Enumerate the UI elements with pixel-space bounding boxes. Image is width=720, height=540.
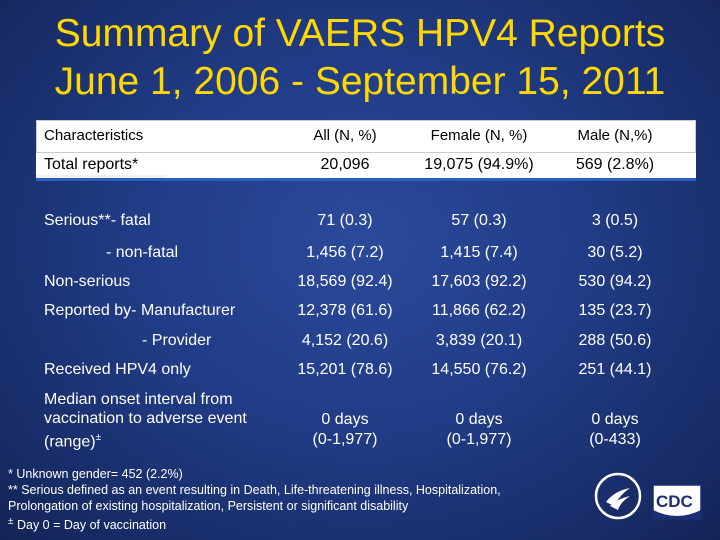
median-onset-all-range: (0-1,977) (312, 431, 378, 448)
row-median-onset-label: Median onset interval from vaccination t… (44, 390, 247, 451)
row-hpv4-only-label: Received HPV4 only (44, 361, 191, 378)
row-serious-fatal-male: 3 (0.5) (591, 212, 639, 229)
footnote-day-zero-mark: ± (8, 516, 14, 527)
row-total-label: Total reports* (44, 156, 139, 173)
footnote-unknown-gender: * Unknown gender= 452 (2.2%) (8, 467, 183, 481)
median-onset-male-days: 0 days (591, 411, 639, 428)
row-total-female: 19,075 (94.9%) (424, 156, 534, 173)
footnote-day-zero: ± Day 0 = Day of vaccination (8, 514, 578, 533)
median-onset-footnote-mark: ± (95, 432, 102, 443)
row-manufacturer-male: 135 (23.7) (578, 302, 652, 319)
row-non-serious-label: Non-serious (44, 273, 131, 290)
row-provider-male: 288 (50.6) (578, 332, 652, 349)
row-manufacturer-label: Reported by- Manufacturer (44, 302, 236, 319)
row-manufacturer-female: 11,866 (62.2) (432, 302, 526, 319)
median-onset-female-days: 0 days (455, 411, 503, 428)
row-hpv4-only-male: 251 (44.1) (578, 361, 652, 378)
row-manufacturer-all: 12,378 (61.6) (297, 302, 393, 319)
cdc-logo-text: CDC (656, 492, 693, 511)
header-characteristics: Characteristics (44, 127, 144, 144)
footnote-day-zero-text: Day 0 = Day of vaccination (16, 518, 167, 533)
row-provider-label: - Provider (142, 332, 212, 349)
median-onset-female-range: (0-1,977) (446, 431, 512, 448)
row-provider-all: 4,152 (20.6) (301, 332, 389, 349)
median-onset-label-line-2: vaccination to adverse event (44, 410, 247, 427)
row-serious-fatal-label: Serious**- fatal (44, 212, 151, 229)
cdc-logo-icon: CDC (652, 484, 702, 524)
header-all: All (N, %) (313, 127, 377, 144)
footnotes: * Unknown gender= 452 (2.2%) ** Serious … (8, 466, 578, 533)
row-total-male: 569 (2.8%) (575, 156, 655, 173)
row-serious-nonfatal-female: 1,415 (7.4) (440, 244, 518, 261)
summary-table: Characteristics All (N, %) Female (N, %)… (36, 116, 696, 456)
row-non-serious-all: 18,569 (92.4) (297, 273, 393, 290)
total-row-shadow (36, 175, 166, 178)
row-serious-nonfatal-male: 30 (5.2) (587, 244, 643, 261)
header-row-background (36, 120, 696, 153)
row-serious-fatal-all: 71 (0.3) (317, 212, 373, 229)
header-female: Female (N, %) (430, 127, 528, 144)
header-male: Male (N,%) (577, 127, 653, 144)
row-non-serious-female: 17,603 (92.2) (431, 273, 527, 290)
row-total-all: 20,096 (320, 156, 370, 173)
title-line-2: June 1, 2006 - September 15, 2011 (54, 60, 666, 103)
hhs-logo-icon (594, 472, 642, 520)
row-median-onset-all: 0 days (0-1,977) (280, 410, 410, 450)
row-median-onset-female: 0 days (0-1,977) (414, 410, 544, 450)
title-line-1: Summary of VAERS HPV4 Reports (54, 12, 666, 55)
row-median-onset-male: 0 days (0-433) (548, 410, 682, 450)
median-onset-label-line-3: (range)± (44, 428, 247, 451)
row-serious-nonfatal-label: - non-fatal (106, 244, 179, 261)
row-serious-nonfatal-all: 1,456 (7.2) (306, 244, 384, 261)
slide-title: Summary of VAERS HPV4 Reports June 1, 20… (0, 10, 720, 106)
row-provider-female: 3,839 (20.1) (435, 332, 523, 349)
footnote-serious-definition: ** Serious defined as an event resulting… (8, 483, 501, 497)
row-hpv4-only-female: 14,550 (76.2) (431, 361, 527, 378)
median-onset-male-range: (0-433) (589, 431, 641, 448)
median-onset-range-text: (range) (44, 433, 96, 451)
row-serious-fatal-female: 57 (0.3) (451, 212, 507, 229)
median-onset-all-days: 0 days (321, 411, 369, 428)
row-hpv4-only-all: 15,201 (78.6) (297, 361, 393, 378)
median-onset-label-line-1: Median onset interval from (44, 391, 233, 408)
footnote-serious-definition-cont: Prolongation of existing hospitalization… (8, 499, 409, 513)
row-non-serious-male: 530 (94.2) (578, 273, 652, 290)
total-row-background (36, 153, 696, 181)
